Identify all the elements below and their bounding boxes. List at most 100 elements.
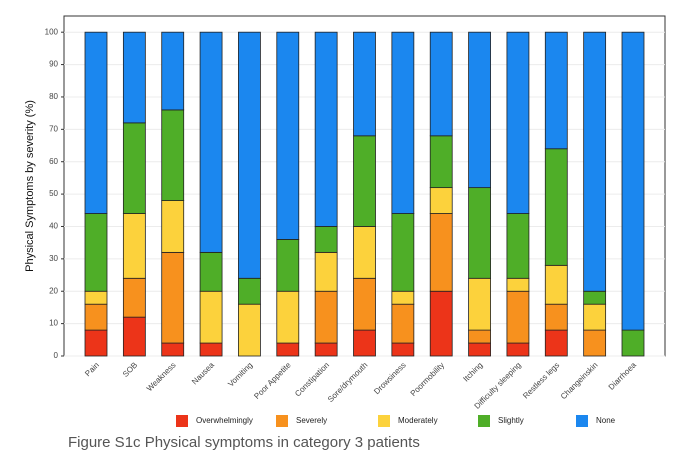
bar-segment [353, 31, 376, 137]
x-tick-label: Restless legs [521, 361, 561, 401]
bar-segment [238, 277, 261, 305]
x-tick-label: Sore/drymouth [326, 361, 369, 404]
bar-segment [353, 135, 376, 227]
y-tick-label: 30 [49, 254, 58, 263]
bar-segment [506, 277, 530, 292]
bar-segment [353, 329, 376, 357]
bar-segment [429, 31, 453, 137]
bar-segment [353, 226, 376, 279]
bar-segment [429, 135, 453, 189]
bar-segment [429, 213, 453, 292]
bar-segment [583, 329, 607, 357]
bar-segment [621, 329, 645, 357]
legend-swatch [276, 415, 288, 427]
bar-segment [161, 31, 185, 111]
x-tick-label: Pain [83, 361, 101, 379]
bar-segment [621, 31, 645, 331]
x-tick-label: Changeinskin [559, 361, 600, 402]
bar-segment [122, 213, 146, 279]
legend-swatch [478, 415, 490, 427]
bar-segment [84, 329, 108, 357]
x-tick-label: Poormobility [409, 361, 446, 398]
x-tick-label: Nausea [190, 360, 216, 386]
bar-segment [468, 342, 491, 357]
y-tick-label: 60 [49, 157, 58, 166]
bar-segment [84, 31, 108, 214]
bar-segment [276, 290, 300, 344]
bar-segment [391, 342, 415, 357]
bar-segment [276, 31, 300, 240]
bar-segment [161, 109, 185, 201]
bar-segment [468, 277, 491, 331]
bar-segment [122, 31, 146, 124]
bar-segment [583, 31, 607, 292]
y-tick-label: 70 [49, 124, 58, 133]
bar-segment [544, 329, 568, 357]
x-tick-label: Weakness [145, 361, 178, 394]
bar-segment [391, 31, 415, 214]
legend-label: Overwhelmingly [196, 416, 253, 425]
bar-segment [314, 31, 338, 227]
x-tick-label: Diarrhoea [607, 360, 639, 392]
bar-segment [199, 290, 223, 344]
bar-segment [391, 213, 415, 292]
legend-label: Slightly [498, 416, 524, 425]
y-tick-label: 50 [49, 189, 58, 198]
legend-label: Severely [296, 416, 327, 425]
x-tick-label: SOB [121, 361, 139, 379]
bar-segment [429, 187, 453, 214]
bar-segment [122, 316, 146, 357]
bar-segment [353, 277, 376, 331]
legend-swatch [378, 415, 390, 427]
bar-segment [84, 303, 108, 331]
bar-segment [506, 290, 530, 344]
bar-segment [84, 290, 108, 305]
bar-segment [506, 31, 530, 214]
x-tick-label: Drowsiness [372, 361, 408, 397]
bar-segment [544, 31, 568, 150]
bar-segment [161, 342, 185, 357]
y-tick-label: 20 [49, 286, 58, 295]
bar-segment [468, 187, 491, 279]
bar-segment [276, 239, 300, 292]
legend-swatch [176, 415, 188, 427]
legend-swatch [576, 415, 588, 427]
x-tick-label: Itching [461, 361, 484, 384]
caption: Figure S1c Physical symptoms in category… [68, 434, 420, 451]
bar-segment [544, 264, 568, 305]
bar-segment [199, 31, 223, 253]
y-axis-label: Physical Symptoms by severity (%) [24, 100, 36, 272]
bar-segment [161, 251, 185, 344]
bar-segment [506, 342, 530, 357]
y-tick-label: 10 [49, 319, 58, 328]
x-tick-label: Vomiting [226, 361, 254, 389]
bar-segment [199, 342, 223, 357]
bar-segment [314, 290, 338, 344]
y-tick-label: 40 [49, 222, 58, 231]
bar-segment [199, 251, 223, 292]
legend-label: Moderately [398, 416, 438, 425]
bar-segment [583, 290, 607, 305]
bar-segment [391, 303, 415, 344]
y-tick-label: 80 [49, 92, 58, 101]
bar-segment [238, 31, 261, 279]
bar-segment [314, 342, 338, 357]
bar-segment [161, 200, 185, 253]
bar-segment [506, 213, 530, 279]
bar-segment [122, 122, 146, 214]
bar-segment [468, 31, 491, 189]
y-tick-label: 90 [49, 60, 58, 69]
y-tick-label: 0 [54, 351, 59, 360]
bar-segment [544, 303, 568, 331]
legend-label: None [596, 416, 616, 425]
bar-segment [238, 303, 261, 357]
bar-segment [583, 303, 607, 331]
bar-segment [314, 251, 338, 292]
bar-segment [429, 290, 453, 357]
y-tick-label: 100 [45, 27, 59, 36]
bar-segment [391, 290, 415, 305]
bar-segment [122, 277, 146, 318]
bar-segment [544, 148, 568, 266]
